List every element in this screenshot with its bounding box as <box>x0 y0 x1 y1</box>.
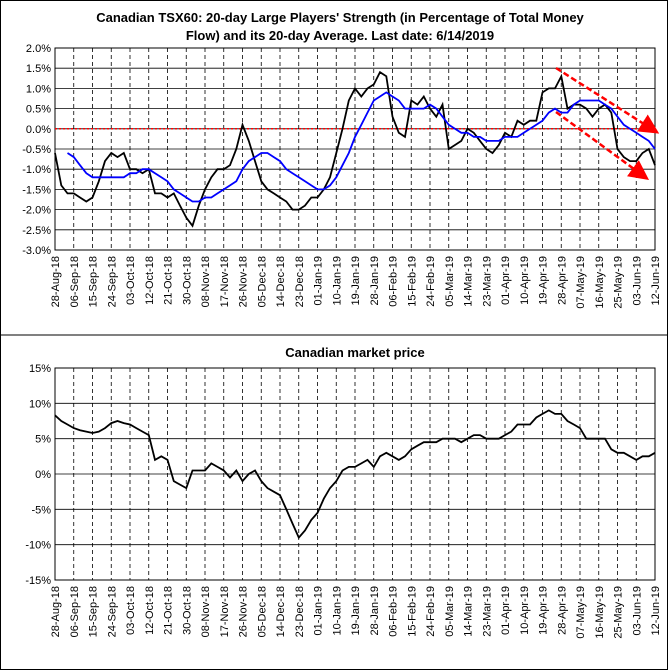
x-tick-label: 19-Apr-19 <box>538 586 550 635</box>
x-tick-label: 10-Jan-19 <box>331 586 343 636</box>
y-tick-label: 0.5% <box>26 104 51 116</box>
x-tick-label: 24-Sep-18 <box>106 586 118 637</box>
x-tick-label: 28-Apr-19 <box>556 256 568 305</box>
trend-arrow <box>555 66 660 134</box>
x-tick-label: 01-Jan-19 <box>313 256 325 306</box>
x-tick-label: 25-May-19 <box>613 586 625 639</box>
x-tick-label: 05-Dec-18 <box>256 586 268 637</box>
x-tick-label: 10-Apr-19 <box>519 256 531 305</box>
y-tick-label: 0.0% <box>26 124 51 136</box>
x-tick-label: 14-Dec-18 <box>275 256 287 307</box>
x-tick-label: 23-Dec-18 <box>294 256 306 307</box>
x-tick-label: 30-Oct-18 <box>181 586 193 635</box>
x-tick-label: 24-Feb-19 <box>425 586 437 637</box>
x-tick-label: 15-Sep-18 <box>88 586 100 637</box>
x-tick-label: 05-Mar-19 <box>444 586 456 637</box>
x-tick-label: 08-Nov-18 <box>200 586 212 637</box>
x-tick-label: 12-Oct-18 <box>144 586 156 635</box>
y-tick-label: -2.5% <box>22 225 51 237</box>
y-tick-label: -1.5% <box>22 184 51 196</box>
y-tick-label: 0% <box>35 469 51 481</box>
y-tick-label: 2.0% <box>26 43 51 55</box>
x-tick-label: 08-Nov-18 <box>200 256 212 307</box>
x-tick-label: 15-Feb-19 <box>406 256 418 307</box>
x-tick-label: 30-Oct-18 <box>181 256 193 305</box>
x-tick-label: 03-Jun-19 <box>631 586 643 636</box>
x-tick-label: 23-Mar-19 <box>481 586 493 637</box>
x-tick-label: 15-Feb-19 <box>406 586 418 637</box>
y-tick-label: 1.5% <box>26 63 51 75</box>
x-tick-label: 05-Dec-18 <box>256 256 268 307</box>
x-tick-label: 24-Feb-19 <box>425 256 437 307</box>
x-tick-label: 14-Dec-18 <box>275 586 287 637</box>
x-tick-label: 25-May-19 <box>613 256 625 309</box>
chart-title: Canadian TSX60: 20-day Large Players' St… <box>96 10 584 25</box>
x-tick-label: 07-May-19 <box>575 256 587 309</box>
x-tick-label: 12-Jun-19 <box>650 586 662 636</box>
x-tick-label: 06-Feb-19 <box>388 256 400 307</box>
chart-title: Flow) and its 20-day Average. Last date:… <box>186 28 494 43</box>
x-tick-label: 14-Mar-19 <box>463 256 475 307</box>
x-tick-label: 26-Nov-18 <box>238 256 250 307</box>
x-tick-label: 06-Sep-18 <box>69 256 81 307</box>
y-tick-label: -0.5% <box>22 144 51 156</box>
x-tick-label: 28-Aug-18 <box>50 256 62 307</box>
y-tick-label: -3.0% <box>22 245 51 257</box>
y-tick-label: -5% <box>31 504 51 516</box>
x-tick-label: 03-Oct-18 <box>125 586 137 635</box>
x-tick-label: 12-Oct-18 <box>144 256 156 305</box>
x-tick-label: 06-Feb-19 <box>388 586 400 637</box>
x-tick-label: 21-Oct-18 <box>163 586 175 635</box>
y-tick-label: 15% <box>29 363 51 375</box>
x-tick-label: 28-Jan-19 <box>369 586 381 636</box>
x-tick-label: 12-Jun-19 <box>650 256 662 306</box>
chart-title: Canadian market price <box>285 345 424 360</box>
x-tick-label: 07-May-19 <box>575 586 587 639</box>
x-tick-label: 28-Jan-19 <box>369 256 381 306</box>
y-tick-label: -10% <box>25 540 51 552</box>
y-tick-label: -15% <box>25 575 51 587</box>
x-tick-label: 03-Oct-18 <box>125 256 137 305</box>
x-tick-label: 26-Nov-18 <box>238 586 250 637</box>
x-tick-label: 24-Sep-18 <box>106 256 118 307</box>
y-tick-label: -1.0% <box>22 164 51 176</box>
x-tick-label: 01-Jan-19 <box>313 586 325 636</box>
x-tick-label: 14-Mar-19 <box>463 586 475 637</box>
x-tick-label: 03-Jun-19 <box>631 256 643 306</box>
x-tick-label: 16-May-19 <box>594 256 606 309</box>
x-tick-label: 01-Apr-19 <box>500 256 512 305</box>
series-line <box>67 91 656 203</box>
x-tick-label: 21-Oct-18 <box>163 256 175 305</box>
x-tick-label: 06-Sep-18 <box>69 586 81 637</box>
y-tick-label: -2.0% <box>22 205 51 217</box>
x-tick-label: 19-Jan-19 <box>350 586 362 636</box>
x-tick-label: 28-Aug-18 <box>50 586 62 637</box>
x-tick-label: 23-Mar-19 <box>481 256 493 307</box>
x-tick-label: 19-Apr-19 <box>538 256 550 305</box>
trend-arrow <box>555 110 650 180</box>
series-line <box>54 409 656 540</box>
x-tick-label: 05-Mar-19 <box>444 256 456 307</box>
x-tick-label: 16-May-19 <box>594 586 606 639</box>
x-tick-label: 01-Apr-19 <box>500 586 512 635</box>
x-tick-label: 19-Jan-19 <box>350 256 362 306</box>
y-tick-label: 1.0% <box>26 83 51 95</box>
y-tick-label: 5% <box>35 434 51 446</box>
x-tick-label: 10-Apr-19 <box>519 586 531 635</box>
x-tick-label: 28-Apr-19 <box>556 586 568 635</box>
x-tick-label: 17-Nov-18 <box>219 256 231 307</box>
series-line <box>54 70 656 228</box>
y-tick-label: 10% <box>29 398 51 410</box>
x-tick-label: 10-Jan-19 <box>331 256 343 306</box>
x-tick-label: 23-Dec-18 <box>294 586 306 637</box>
x-tick-label: 17-Nov-18 <box>219 586 231 637</box>
x-tick-label: 15-Sep-18 <box>88 256 100 307</box>
